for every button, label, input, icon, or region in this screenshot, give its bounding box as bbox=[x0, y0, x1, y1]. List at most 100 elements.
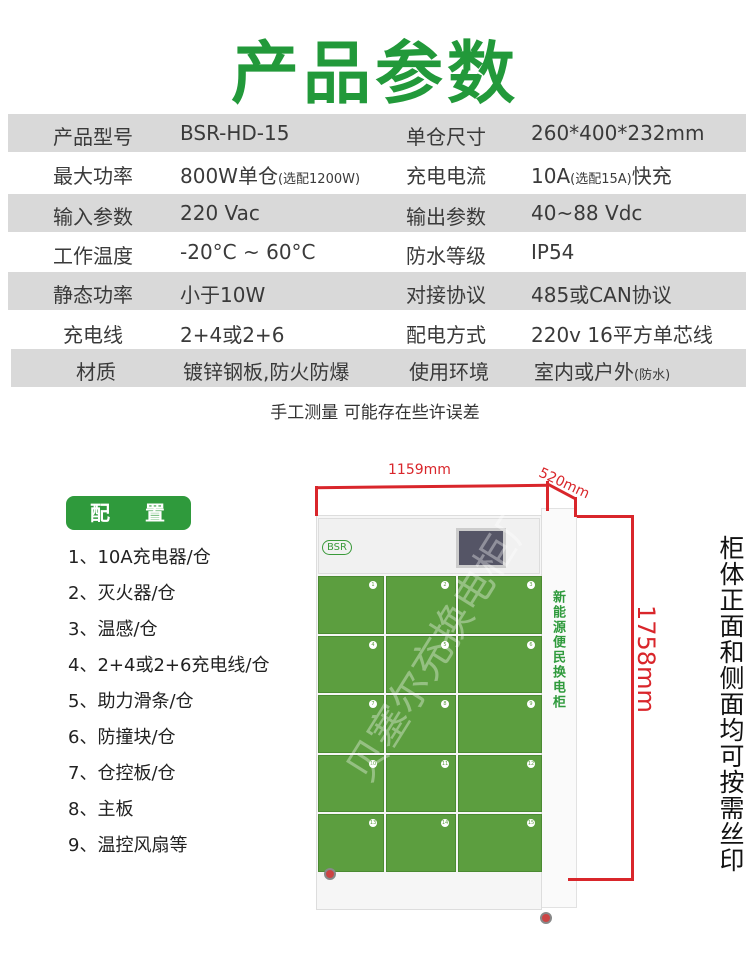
locker-door: 15 bbox=[458, 814, 542, 872]
spec-text: (选配15A) bbox=[570, 172, 632, 187]
spec-value: 260*400*232mm bbox=[531, 121, 705, 145]
door-number: 6 bbox=[527, 640, 535, 649]
locker-door: 13 bbox=[318, 814, 384, 872]
measurement-note: 手工测量 可能存在些许误差 bbox=[270, 403, 480, 423]
height-dimension-line bbox=[568, 878, 634, 881]
spec-text: 对接协议 bbox=[406, 283, 486, 307]
spec-key: 充电电流 bbox=[406, 160, 486, 189]
door-number: 5 bbox=[441, 640, 449, 649]
spec-text: 静态功率 bbox=[53, 283, 133, 307]
spec-text: 镀锌钢板,防火防爆 bbox=[183, 360, 350, 384]
height-dimension-line bbox=[631, 515, 634, 881]
spec-key: 对接协议 bbox=[406, 279, 486, 308]
spec-value: 485或CAN协议 bbox=[531, 279, 672, 308]
door-number: 11 bbox=[441, 759, 449, 768]
door-number: 14 bbox=[441, 819, 449, 828]
spec-value: 220v 16平方单芯线 bbox=[531, 319, 713, 348]
spec-text: 10A bbox=[531, 164, 571, 188]
door-number: 13 bbox=[369, 819, 377, 828]
spec-text: 使用环境 bbox=[409, 360, 489, 384]
spec-value: 40~88 Vdc bbox=[531, 201, 642, 225]
door-number: 7 bbox=[369, 700, 377, 709]
spec-text: 产品型号 bbox=[53, 125, 133, 149]
spec-row: 静态功率 小于10W 对接协议 485或CAN协议 bbox=[8, 272, 746, 310]
locker-door: 4 bbox=[318, 635, 384, 694]
config-item: 8、主板 bbox=[68, 799, 134, 820]
spec-text: -20°C ~ 60°C bbox=[180, 240, 316, 264]
width-label: 1159mm bbox=[388, 462, 451, 478]
width-dimension-tick bbox=[315, 486, 318, 516]
spec-text: 材质 bbox=[76, 360, 116, 384]
spec-value: 小于10W bbox=[180, 279, 265, 308]
locker-door: 2 bbox=[386, 576, 456, 634]
door-number: 12 bbox=[527, 759, 535, 768]
width-dimension-line bbox=[314, 483, 549, 490]
door-number: 9 bbox=[527, 700, 535, 709]
spec-text: 单仓尺寸 bbox=[406, 125, 486, 149]
spec-value: -20°C ~ 60°C bbox=[180, 240, 316, 264]
spec-text: (选配1200W) bbox=[277, 172, 361, 187]
locker-door-grid: 1 2 3 4 5 6 7 8 9 10 11 12 13 14 15 bbox=[318, 576, 542, 872]
door-number: 10 bbox=[369, 759, 377, 768]
spec-text: 充电电流 bbox=[406, 164, 486, 188]
spec-key: 材质 bbox=[11, 356, 181, 385]
spec-text: 800W单仓 bbox=[180, 164, 278, 188]
spec-key: 静态功率 bbox=[8, 279, 178, 308]
spec-text: (防水) bbox=[634, 368, 671, 383]
spec-text: 输出参数 bbox=[406, 205, 486, 229]
spec-row: 充电线 2+4或2+6 配电方式 220v 16平方单芯线 bbox=[8, 312, 746, 350]
cabinet-side-text: 新能源便民换电柜 bbox=[550, 590, 565, 710]
height-label: 1758mm bbox=[632, 605, 660, 713]
spec-text: 配电方式 bbox=[406, 323, 486, 347]
caster-wheel bbox=[324, 868, 336, 880]
spec-key: 使用环境 bbox=[409, 356, 489, 385]
spec-row: 工作温度 -20°C ~ 60°C 防水等级 IP54 bbox=[8, 233, 746, 271]
spec-text: 室内或户外 bbox=[534, 360, 634, 384]
config-item: 3、温感/仓 bbox=[68, 619, 158, 640]
door-number: 8 bbox=[441, 700, 449, 709]
config-item: 4、2+4或2+6充电线/仓 bbox=[68, 655, 270, 676]
spec-text: 快充 bbox=[631, 164, 672, 188]
spec-text: 220v 16平方单芯线 bbox=[531, 323, 713, 347]
locker-door: 9 bbox=[458, 695, 542, 753]
locker-door: 3 bbox=[458, 576, 542, 634]
spec-value: 220 Vac bbox=[180, 201, 260, 225]
caster-wheel bbox=[540, 912, 552, 924]
spec-value: 2+4或2+6 bbox=[180, 319, 284, 348]
spec-row: 产品型号 BSR-HD-15 单仓尺寸 260*400*232mm bbox=[8, 114, 746, 152]
depth-label: 520mm bbox=[536, 465, 592, 503]
spec-value: 800W单仓(选配1200W) bbox=[180, 160, 360, 189]
spec-key: 防水等级 bbox=[406, 240, 486, 269]
spec-text: 485或CAN协议 bbox=[531, 283, 672, 307]
page-title: 产品参数 bbox=[230, 35, 519, 114]
locker-door: 1 bbox=[318, 576, 384, 634]
spec-row: 输入参数 220 Vac 输出参数 40~88 Vdc bbox=[8, 194, 746, 232]
spec-key: 配电方式 bbox=[406, 319, 486, 348]
door-number: 4 bbox=[369, 640, 377, 649]
spec-text: 工作温度 bbox=[53, 244, 133, 268]
height-dimension-line bbox=[577, 515, 634, 518]
spec-key: 单仓尺寸 bbox=[406, 121, 486, 150]
spec-key: 输入参数 bbox=[8, 201, 178, 230]
locker-door: 7 bbox=[318, 695, 384, 753]
locker-door: 12 bbox=[458, 754, 542, 813]
depth-dimension-tick bbox=[574, 497, 577, 517]
spec-key: 最大功率 bbox=[8, 160, 178, 189]
config-item: 1、10A充电器/仓 bbox=[68, 547, 211, 568]
config-item: 9、温控风扇等 bbox=[68, 835, 188, 856]
spec-text: 最大功率 bbox=[53, 164, 133, 188]
spec-text: 输入参数 bbox=[53, 205, 133, 229]
locker-door: 8 bbox=[386, 695, 456, 753]
spec-text: 220 Vac bbox=[180, 201, 260, 225]
spec-key: 工作温度 bbox=[8, 240, 178, 269]
brand-logo: BSR bbox=[322, 540, 352, 555]
spec-value: 室内或户外(防水) bbox=[534, 356, 670, 385]
locker-door: 11 bbox=[386, 754, 456, 813]
spec-value: IP54 bbox=[531, 240, 574, 264]
door-number: 1 bbox=[369, 581, 377, 589]
config-item: 5、助力滑条/仓 bbox=[68, 691, 194, 712]
spec-text: 防水等级 bbox=[406, 244, 486, 268]
locker-door: 10 bbox=[318, 754, 384, 813]
spec-text: IP54 bbox=[531, 240, 575, 264]
spec-value: 10A(选配15A)快充 bbox=[531, 160, 672, 189]
